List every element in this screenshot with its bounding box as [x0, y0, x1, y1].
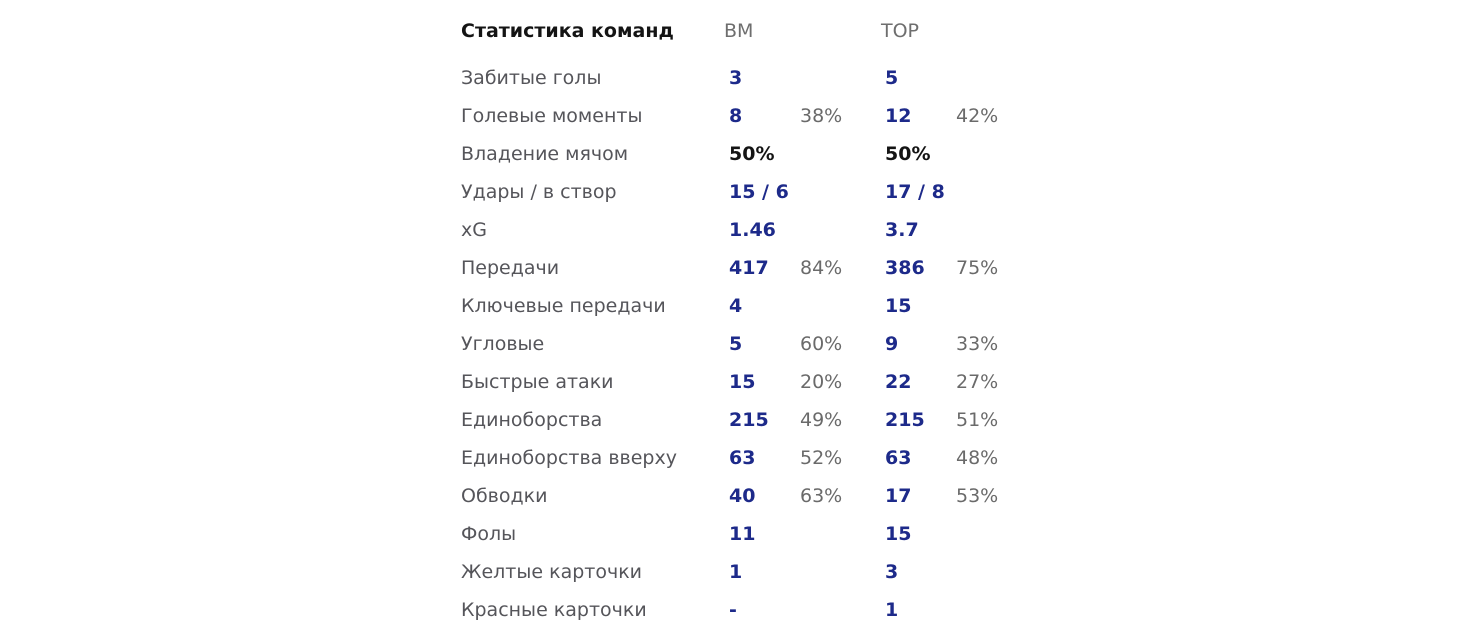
stat-row-goals: Забитые голы 3 5 [461, 59, 1021, 97]
away-value: 15 [885, 295, 912, 317]
home-percent: 60% [800, 333, 843, 355]
home-value: 417 [729, 257, 769, 279]
home-value: 8 [729, 105, 743, 127]
stat-label: Красные карточки [461, 599, 647, 621]
stat-label: Передачи [461, 257, 560, 279]
stat-label: xG [461, 219, 487, 241]
away-value: 22 [885, 371, 912, 393]
away-percent: 75% [956, 257, 999, 279]
stat-row-duels: Единоборства 215 49% 215 51% [461, 401, 1021, 439]
stats-title: Статистика команд [461, 20, 674, 42]
away-percent: 42% [956, 105, 999, 127]
home-value: 50% [729, 143, 775, 165]
stat-label: Забитые голы [461, 67, 602, 89]
team-home-name: ВМ [724, 20, 754, 42]
stat-label: Ключевые передачи [461, 295, 666, 317]
team-stats-table: Статистика команд ВМ ТОР Забитые голы 3 … [461, 11, 1021, 629]
home-value: 215 [729, 409, 769, 431]
away-percent: 53% [956, 485, 999, 507]
stat-row-aerial-duels: Единоборства вверху 63 52% 63 48% [461, 439, 1021, 477]
home-value: 15 [729, 371, 756, 393]
stat-label: Единоборства [461, 409, 603, 431]
home-percent: 84% [800, 257, 843, 279]
away-value: 17 [885, 485, 912, 507]
away-value: 1 [885, 599, 899, 621]
stat-label: Владение мячом [461, 143, 629, 165]
home-value: - [729, 599, 737, 621]
home-percent: 52% [800, 447, 843, 469]
home-percent: 20% [800, 371, 843, 393]
away-value: 12 [885, 105, 912, 127]
stat-row-passes: Передачи 417 84% 386 75% [461, 249, 1021, 287]
away-percent: 48% [956, 447, 999, 469]
home-value: 15 / 6 [729, 181, 789, 203]
team-away-name: ТОР [881, 20, 920, 42]
away-value: 5 [885, 67, 899, 89]
stat-row-red-cards: Красные карточки - 1 [461, 591, 1021, 629]
away-value: 50% [885, 143, 931, 165]
home-value: 5 [729, 333, 743, 355]
stat-row-shots: Удары / в створ 15 / 6 17 / 8 [461, 173, 1021, 211]
stat-row-corners: Угловые 5 60% 9 33% [461, 325, 1021, 363]
stat-label: Желтые карточки [461, 561, 643, 583]
home-value: 63 [729, 447, 756, 469]
stat-row-xg: xG 1.46 3.7 [461, 211, 1021, 249]
stat-label: Фолы [461, 523, 517, 545]
home-percent: 49% [800, 409, 843, 431]
home-value: 11 [729, 523, 756, 545]
away-percent: 51% [956, 409, 999, 431]
stat-row-yellow-cards: Желтые карточки 1 3 [461, 553, 1021, 591]
stat-row-key-passes: Ключевые передачи 4 15 [461, 287, 1021, 325]
stat-label: Удары / в створ [461, 181, 617, 203]
stat-row-fast-attacks: Быстрые атаки 15 20% 22 27% [461, 363, 1021, 401]
home-percent: 63% [800, 485, 843, 507]
stat-row-possession: Владение мячом 50% 50% [461, 135, 1021, 173]
away-value: 63 [885, 447, 912, 469]
home-value: 4 [729, 295, 743, 317]
away-value: 9 [885, 333, 899, 355]
home-value: 1 [729, 561, 743, 583]
stat-row-chances: Голевые моменты 8 38% 12 42% [461, 97, 1021, 135]
home-value: 3 [729, 67, 743, 89]
away-value: 215 [885, 409, 925, 431]
away-value: 3.7 [885, 219, 919, 241]
away-percent: 33% [956, 333, 999, 355]
stat-label: Обводки [461, 485, 548, 507]
stat-label: Быстрые атаки [461, 371, 614, 393]
stat-label: Угловые [461, 333, 545, 355]
home-value: 1.46 [729, 219, 776, 241]
away-value: 386 [885, 257, 925, 279]
home-percent: 38% [800, 105, 843, 127]
stat-label: Голевые моменты [461, 105, 643, 127]
away-percent: 27% [956, 371, 999, 393]
away-value: 17 / 8 [885, 181, 945, 203]
stat-row-dribbles: Обводки 40 63% 17 53% [461, 477, 1021, 515]
away-value: 15 [885, 523, 912, 545]
stat-label: Единоборства вверху [461, 447, 677, 469]
stats-header-row: Статистика команд ВМ ТОР [461, 11, 1021, 51]
stat-row-fouls: Фолы 11 15 [461, 515, 1021, 553]
home-value: 40 [729, 485, 756, 507]
away-value: 3 [885, 561, 899, 583]
